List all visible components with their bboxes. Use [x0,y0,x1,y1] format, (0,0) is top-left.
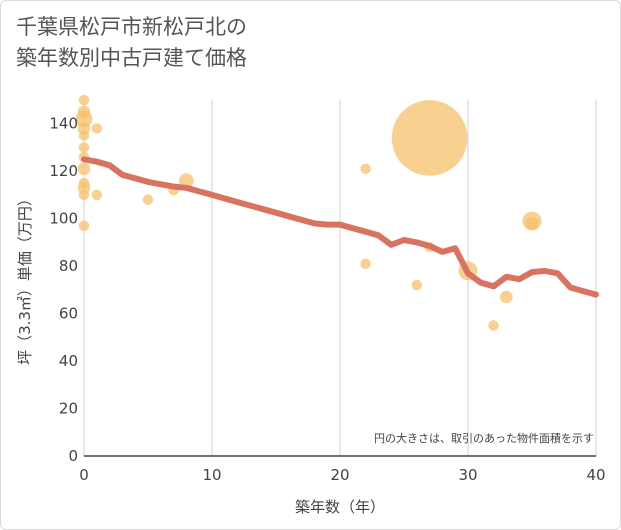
y-tick-label-80: 80 [59,257,78,275]
y-tick-label-20: 20 [59,400,78,418]
bubble-19 [411,279,423,291]
bubble-26 [525,217,539,230]
bubble-13 [91,189,103,201]
bubble-2 [75,110,93,128]
bubble-7 [77,162,91,176]
bubble-10 [78,189,90,201]
x-tick-label-0: 0 [79,466,89,484]
size-legend-note: 円の大きさは、取引のあった物件面積を示す [374,431,594,445]
y-tick-label-120: 120 [49,162,78,180]
bubble-0 [78,94,90,106]
bubble-11 [78,220,90,232]
chart-title-line-2: 築年数別中古戸建て価格 [16,46,247,70]
x-tick-label-10: 10 [202,466,221,484]
y-tick-label-60: 60 [59,305,78,323]
y-tick-label-40: 40 [59,352,78,370]
bubble-14 [142,194,154,205]
bubble-17 [360,163,371,175]
y-tick-label-140: 140 [49,115,78,133]
x-tick-labels: 0 10 20 30 40 [79,466,605,484]
bubble-20 [391,100,468,176]
bubble-23 [488,320,499,331]
chart-title-line-1: 千葉県松戸市新松戸北の [16,15,247,39]
x-tick-label-20: 20 [330,466,349,484]
bubble-16 [179,173,194,189]
bubble-5 [78,142,90,153]
x-tick-label-30: 30 [458,466,477,484]
y-tick-label-100: 100 [49,210,78,228]
bubble-layer [75,94,542,331]
bubble-4 [78,130,90,141]
bubble-12 [91,123,103,134]
trend-line [81,156,599,298]
x-axis-label: 築年数（年） [295,498,385,516]
y-axis-label: 坪（3.3㎡）単価（万円） [16,191,34,365]
y-tick-labels: 0 20 40 60 80 100 120 140 [49,115,78,465]
bubble-24 [500,290,513,304]
y-tick-label-0: 0 [68,447,78,465]
chart-title: 千葉県松戸市新松戸北の 築年数別中古戸建て価格 [16,12,247,74]
x-tick-label-40: 40 [586,466,605,484]
bubble-18 [360,258,371,270]
